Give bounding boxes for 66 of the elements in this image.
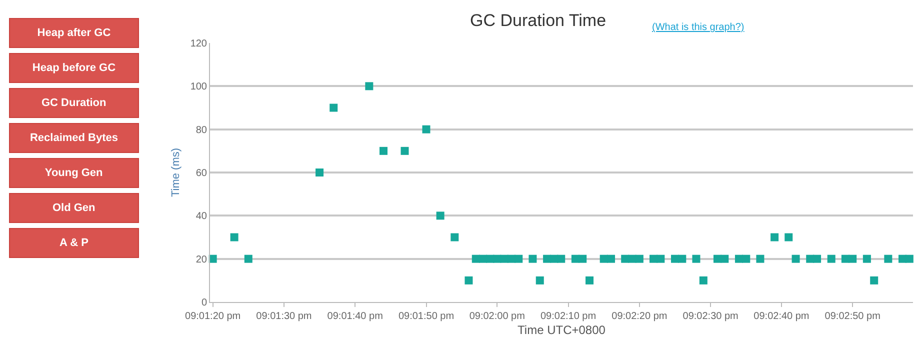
point xyxy=(422,125,430,134)
text: Heap before GC xyxy=(32,62,116,74)
point xyxy=(905,254,914,263)
point xyxy=(607,254,616,263)
point xyxy=(635,254,644,263)
point xyxy=(621,254,630,263)
y-axis-title: Time (ms) xyxy=(170,148,182,198)
point xyxy=(742,254,750,263)
chart-title: GC Duration Time xyxy=(470,10,606,30)
y-tick-label: 40 xyxy=(196,211,208,222)
point xyxy=(770,233,779,242)
y-tick-label: 0 xyxy=(201,298,208,308)
text: GC Duration xyxy=(41,97,107,109)
point xyxy=(365,82,374,90)
point xyxy=(848,254,857,263)
point xyxy=(464,276,473,284)
text: A & P xyxy=(60,237,88,249)
y-tick-label: 20 xyxy=(196,254,208,266)
y-tick-label: 100 xyxy=(190,82,208,93)
point xyxy=(380,146,388,155)
point xyxy=(678,254,686,263)
point xyxy=(450,233,459,242)
y-tick-label: 60 xyxy=(196,168,208,179)
x-tick-label: 09:02:40 pm xyxy=(754,311,810,322)
x-tick-label: 09:01:20 pm xyxy=(185,311,241,322)
point xyxy=(884,254,892,263)
y-tick-label: 120 xyxy=(190,38,208,50)
text: Heap after GC xyxy=(37,27,111,39)
x-tick-label: 09:01:40 pm xyxy=(327,311,383,322)
point xyxy=(586,276,594,284)
point xyxy=(230,233,238,242)
x-tick-label: 09:02:10 pm xyxy=(540,311,596,322)
x-axis-title: Time UTC+0800 xyxy=(518,322,606,337)
point xyxy=(862,254,871,263)
point xyxy=(792,254,800,263)
point xyxy=(756,254,764,263)
point xyxy=(330,104,338,112)
point xyxy=(493,254,502,263)
x-tick-label: 09:02:50 pm xyxy=(824,311,880,322)
point xyxy=(316,168,324,176)
point xyxy=(536,276,544,284)
x-tick-label: 09:02:00 pm xyxy=(469,311,525,322)
point xyxy=(699,276,708,284)
text: Reclaimed Bytes xyxy=(30,132,118,144)
point xyxy=(400,146,409,155)
point xyxy=(827,254,836,263)
x-tick-label: 09:01:30 pm xyxy=(256,311,312,322)
point xyxy=(514,254,523,263)
point xyxy=(692,254,700,263)
point xyxy=(870,276,878,284)
point xyxy=(557,254,566,263)
y-tick-label: 80 xyxy=(196,124,208,136)
text: (What is this graph?) xyxy=(652,22,744,33)
x-tick-label: 09:02:20 pm xyxy=(612,311,668,322)
point xyxy=(720,254,729,263)
text: Old Gen xyxy=(52,202,96,214)
point xyxy=(813,254,822,263)
point xyxy=(784,233,793,242)
x-tick-label: 09:02:30 pm xyxy=(682,311,738,322)
x-tick-label: 09:01:50 pm xyxy=(398,311,454,322)
point xyxy=(244,254,252,263)
text: Young Gen xyxy=(44,167,104,179)
point xyxy=(656,254,665,263)
point xyxy=(528,254,537,263)
point xyxy=(578,254,587,263)
point xyxy=(436,212,444,220)
